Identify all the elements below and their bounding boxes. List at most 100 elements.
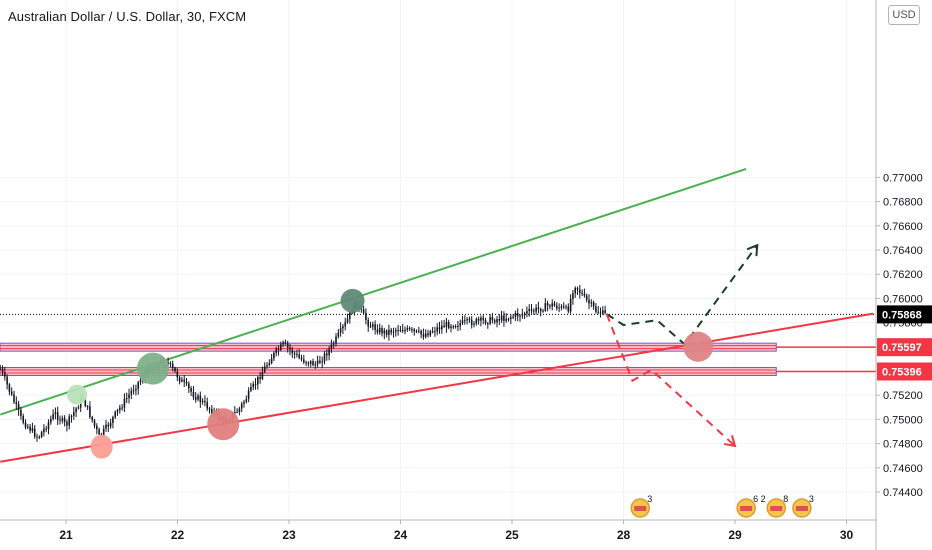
currency-button[interactable]: USD — [888, 5, 920, 25]
event-count: 3 — [647, 494, 652, 504]
candles — [0, 284, 606, 442]
candle-body — [581, 292, 583, 294]
candle-body — [530, 309, 533, 311]
candle-body — [491, 317, 494, 321]
trendlines[interactable] — [0, 167, 874, 463]
candle-body — [328, 349, 330, 356]
candle-body — [125, 398, 128, 400]
candle-body — [592, 302, 595, 307]
y-tick-label: 0.76800 — [883, 197, 923, 209]
current-price-tag — [877, 305, 932, 324]
candle-body — [459, 323, 462, 327]
candle-body — [583, 293, 586, 296]
candle-body — [52, 414, 54, 419]
x-tick-label: 21 — [59, 528, 73, 542]
markers — [67, 288, 714, 459]
price-axis[interactable]: 0.77000 0.76800 0.76600 0.76400 0.76200 0.760… — [875, 0, 932, 550]
candle-body — [116, 410, 119, 412]
candle-body — [178, 377, 181, 382]
red-projection-path[interactable] — [605, 313, 736, 447]
candle-body — [277, 349, 280, 351]
event-count: 3 — [809, 494, 814, 504]
candle-body — [351, 312, 353, 314]
candle-body — [119, 407, 121, 411]
candle-body — [259, 376, 261, 379]
y-tick-label: 0.76400 — [883, 245, 923, 257]
y-tick-label: 0.74400 — [883, 487, 923, 499]
events[interactable]: 3 6 2 8 3 — [630, 494, 814, 518]
candle-body — [342, 326, 344, 329]
candle-body — [312, 361, 314, 366]
candle-body — [418, 330, 420, 332]
candle-body — [50, 418, 52, 423]
candle-body — [263, 366, 266, 373]
candle-body — [75, 408, 77, 413]
time-axis[interactable]: 21 22 23 24 25 28 29 30 — [0, 519, 876, 542]
candle-body — [526, 311, 528, 314]
candle-body — [59, 419, 61, 421]
candle-body — [114, 411, 117, 418]
candle-body — [6, 376, 8, 385]
candle-body — [482, 317, 485, 320]
candle-body — [408, 328, 411, 330]
candle-body — [38, 436, 41, 438]
candle-body — [390, 329, 393, 333]
candle-body — [503, 315, 505, 321]
highlight-marker — [683, 331, 714, 362]
candle-body — [107, 424, 110, 427]
candle-body — [399, 329, 402, 331]
candle-body — [309, 361, 312, 364]
candle-body — [130, 390, 133, 395]
candle-body — [270, 358, 273, 364]
green-projection-path[interactable] — [606, 244, 759, 346]
candle-body — [234, 411, 236, 414]
candle-body — [286, 343, 289, 348]
candle-body — [549, 305, 551, 307]
candle-body — [8, 384, 11, 392]
candle-body — [415, 330, 418, 332]
highlight-marker — [340, 288, 365, 313]
symbol-title[interactable]: Australian Dollar / U.S. Dollar, 30, FXC… — [8, 9, 247, 24]
candle-body — [493, 320, 496, 323]
candle-body — [68, 416, 71, 426]
zone-rect — [0, 366, 777, 376]
red-arrow-head[interactable] — [724, 435, 737, 448]
candle-body — [565, 306, 567, 308]
candle-body — [470, 319, 473, 325]
candle-body — [404, 329, 406, 332]
candle-body — [438, 327, 441, 330]
candle-body — [484, 319, 487, 324]
candle-body — [369, 326, 372, 328]
candle-body — [314, 364, 317, 366]
green-trendline[interactable] — [0, 167, 747, 416]
candle-body — [280, 344, 282, 350]
candle-body — [319, 360, 321, 363]
candle-body — [588, 299, 590, 304]
candle-body — [77, 407, 80, 409]
candle-body — [422, 334, 425, 337]
candle-body — [452, 326, 455, 328]
candle-body — [574, 287, 577, 294]
projections[interactable] — [605, 243, 759, 448]
candle-body — [434, 331, 436, 333]
candle-body — [183, 379, 186, 382]
candle-body — [305, 362, 307, 364]
green-arrow-head[interactable] — [746, 243, 759, 257]
red-trendline[interactable] — [0, 312, 874, 463]
candle-body — [266, 364, 268, 367]
candle-body — [450, 326, 452, 329]
candle-body — [395, 330, 397, 332]
candle-body — [378, 327, 381, 333]
candle-body — [73, 412, 75, 416]
event-count: 8 — [783, 494, 788, 504]
candle-body — [192, 391, 195, 398]
candle-body — [197, 395, 199, 400]
candle-body — [245, 398, 248, 402]
candle-body — [84, 399, 87, 407]
x-tick-label: 29 — [728, 528, 742, 542]
candle-body — [567, 306, 570, 312]
x-tick-label: 28 — [617, 528, 631, 542]
candle-body — [330, 344, 333, 350]
candle-body — [307, 362, 310, 364]
